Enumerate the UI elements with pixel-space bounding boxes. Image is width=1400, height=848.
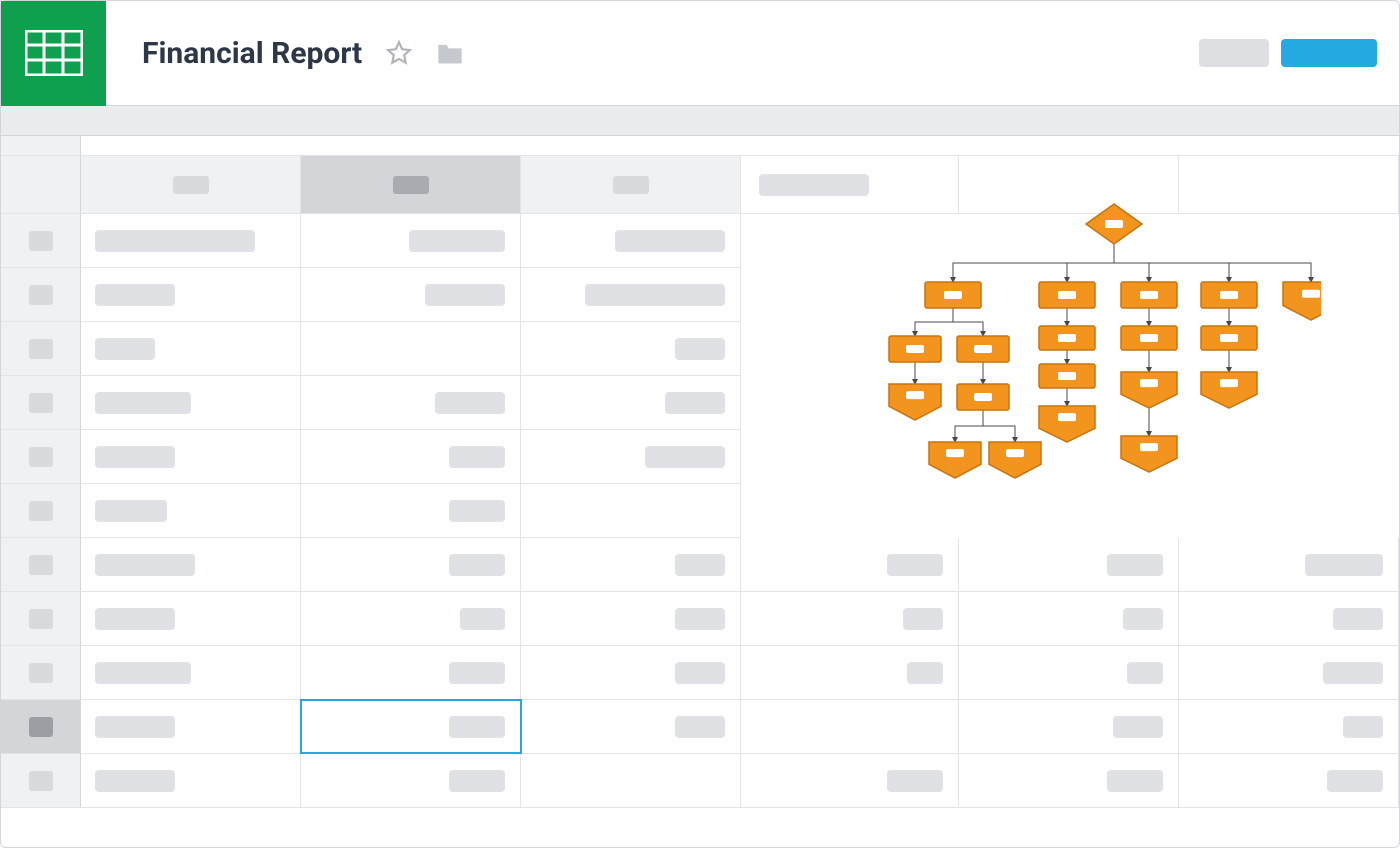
cell[interactable] [1179,376,1399,429]
cell[interactable] [521,646,741,699]
cell[interactable] [81,322,301,375]
cell[interactable] [959,592,1179,645]
row-header[interactable] [1,268,81,321]
cell[interactable] [1179,592,1399,645]
cell[interactable] [741,700,959,753]
cell[interactable] [81,376,301,429]
cell[interactable] [301,214,521,267]
cell[interactable] [1179,430,1399,483]
column-header[interactable] [301,156,521,213]
row-header[interactable] [1,538,81,591]
cell[interactable] [301,268,521,321]
cell[interactable] [81,268,301,321]
cell[interactable] [959,754,1179,807]
cell[interactable] [81,484,301,537]
cell[interactable] [81,214,301,267]
cell[interactable] [959,700,1179,753]
row-header[interactable] [1,322,81,375]
cell[interactable] [81,592,301,645]
cell[interactable] [741,430,959,483]
cell[interactable] [81,430,301,483]
cell[interactable] [741,592,959,645]
star-icon[interactable] [386,40,412,66]
cell[interactable] [959,646,1179,699]
cell[interactable] [1179,700,1399,753]
cell[interactable] [521,268,741,321]
cell[interactable] [741,484,959,537]
cell[interactable] [959,214,1179,267]
header: Financial Report [1,1,1399,106]
cell[interactable] [959,484,1179,537]
cell[interactable] [301,376,521,429]
cell[interactable] [521,376,741,429]
cell[interactable] [741,376,959,429]
row-header[interactable] [1,376,81,429]
cell[interactable] [1179,754,1399,807]
cell[interactable] [301,538,521,591]
cell[interactable] [959,376,1179,429]
cell[interactable] [81,538,301,591]
cell[interactable] [521,214,741,267]
cell[interactable] [301,646,521,699]
cell[interactable] [301,484,521,537]
spreadsheet-grid [1,136,1399,808]
row-header[interactable] [1,646,81,699]
cell[interactable] [301,322,521,375]
cell[interactable] [1179,268,1399,321]
column-header[interactable] [81,156,301,213]
column-header[interactable] [521,156,741,213]
cell[interactable] [741,268,959,321]
row-header[interactable] [1,484,81,537]
toolbar [1,106,1399,136]
cell[interactable] [1179,646,1399,699]
header-button-2[interactable] [1281,39,1377,67]
cell[interactable] [1179,214,1399,267]
cell[interactable] [959,430,1179,483]
cell[interactable] [81,700,301,753]
cell[interactable] [1179,538,1399,591]
column-header[interactable] [741,156,959,213]
header-button-1[interactable] [1199,39,1269,67]
row-header[interactable] [1,214,81,267]
grid-corner[interactable] [1,136,81,155]
cell[interactable] [521,322,741,375]
cell[interactable] [1179,322,1399,375]
folder-icon[interactable] [436,41,464,65]
app-logo [1,1,106,106]
cell[interactable] [81,754,301,807]
cell[interactable] [301,700,521,753]
cell[interactable] [741,646,959,699]
row-header[interactable] [1,430,81,483]
grid-corner-2[interactable] [1,156,81,213]
cell[interactable] [959,268,1179,321]
cell[interactable] [959,538,1179,591]
cell[interactable] [741,754,959,807]
column-header[interactable] [959,156,1179,213]
cell[interactable] [81,646,301,699]
cell[interactable] [741,322,959,375]
row-header[interactable] [1,700,81,753]
cell[interactable] [521,592,741,645]
cell[interactable] [741,214,959,267]
cell[interactable] [301,754,521,807]
cell[interactable] [521,484,741,537]
cell[interactable] [521,700,741,753]
document-title: Financial Report [142,36,362,71]
row-header[interactable] [1,754,81,807]
cell[interactable] [521,430,741,483]
cell[interactable] [1179,484,1399,537]
cell[interactable] [741,538,959,591]
cell[interactable] [521,754,741,807]
cell[interactable] [521,538,741,591]
cell[interactable] [959,322,1179,375]
cell[interactable] [301,430,521,483]
column-header[interactable] [1179,156,1399,213]
row-header[interactable] [1,592,81,645]
cell[interactable] [301,592,521,645]
